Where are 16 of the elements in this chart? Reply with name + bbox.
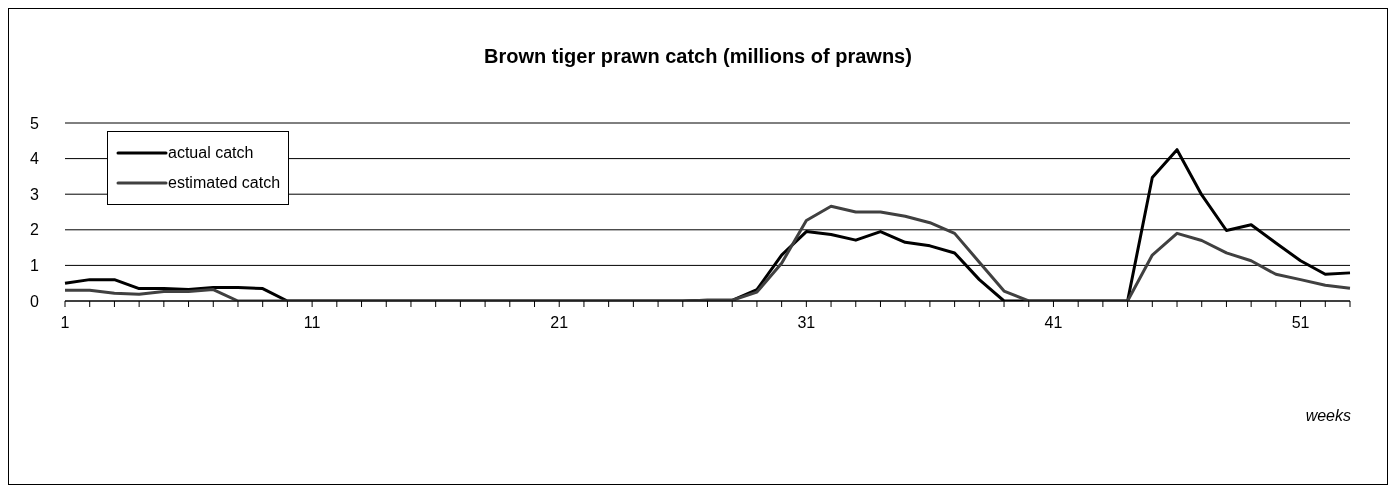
x-tick-label: 41 bbox=[1044, 314, 1063, 332]
x-axis-title: weeks bbox=[1305, 407, 1351, 425]
legend-label: estimated catch bbox=[168, 174, 281, 192]
y-tick-label: 0 bbox=[30, 292, 40, 310]
legend-label: actual catch bbox=[168, 144, 254, 162]
x-tick-label: 31 bbox=[797, 314, 816, 332]
y-tick-label: 4 bbox=[30, 150, 40, 168]
x-tick-label: 21 bbox=[550, 314, 569, 332]
y-tick-label: 1 bbox=[30, 257, 40, 275]
x-tick-label: 1 bbox=[60, 314, 70, 332]
x-tick-label: 51 bbox=[1291, 314, 1310, 332]
y-tick-label: 5 bbox=[30, 114, 40, 132]
x-tick-label: 11 bbox=[303, 314, 321, 332]
y-tick-label: 3 bbox=[30, 185, 40, 203]
chart-title: Brown tiger prawn catch (millions of prawns) bbox=[483, 45, 913, 68]
y-tick-label: 2 bbox=[30, 221, 40, 239]
